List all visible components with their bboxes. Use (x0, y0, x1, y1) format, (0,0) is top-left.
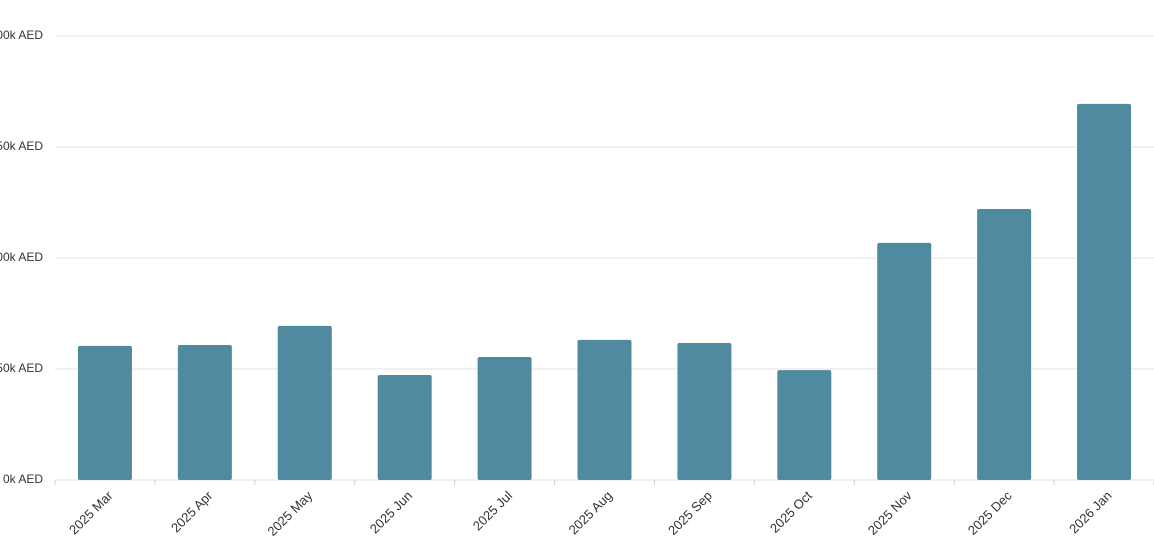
y-tick-label: 100k AED (0, 250, 43, 264)
x-tick-label: 2025 May (264, 488, 315, 539)
bar (177, 345, 232, 480)
bar (977, 208, 1032, 481)
y-tick-label: 0k AED (3, 472, 43, 486)
y-tick-label: 50k AED (0, 361, 43, 375)
bar (577, 339, 632, 480)
x-tick-label: 2025 Jun (367, 488, 415, 536)
bar (777, 370, 832, 480)
bar (377, 374, 432, 480)
y-tick-label: 150k AED (0, 139, 43, 153)
x-tick-label: 2025 Nov (865, 488, 915, 538)
x-tick-label: 2025 Dec (965, 488, 1015, 538)
x-tick-label: 2025 Mar (66, 487, 116, 537)
bar (277, 325, 332, 480)
bar (77, 345, 132, 480)
x-tick-label: 2025 Sep (665, 488, 715, 538)
bar (477, 357, 532, 480)
x-tick-label: 2025 Apr (168, 487, 216, 535)
x-tick-label: 2025 Jul (470, 488, 515, 533)
bar (677, 343, 732, 480)
x-tick-label: 2025 Oct (767, 488, 815, 536)
x-tick-label: 2025 Aug (566, 488, 615, 537)
x-tick-label: 2026 Jan (1066, 488, 1114, 536)
bar (1077, 103, 1132, 480)
y-tick-label: 200k AED (0, 28, 43, 42)
bar (877, 242, 932, 480)
